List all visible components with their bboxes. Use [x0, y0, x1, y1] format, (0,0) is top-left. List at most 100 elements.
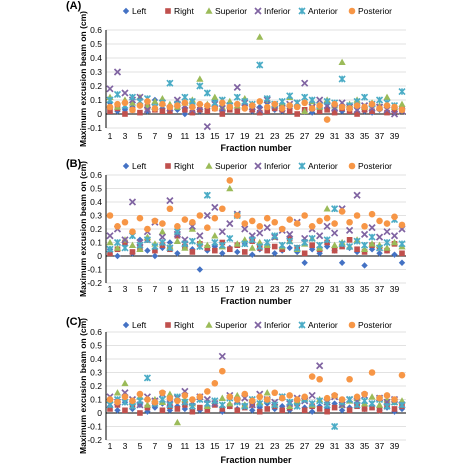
data-point: [114, 398, 121, 406]
legend-entry: Superior: [205, 6, 247, 16]
data-point: [219, 111, 226, 117]
data-point: [263, 389, 271, 396]
x-tick-label: 13: [195, 284, 205, 294]
data-point: [376, 217, 383, 225]
legend-entry: Anterior: [298, 320, 338, 330]
data-point: [368, 210, 376, 218]
data-point: [308, 399, 316, 408]
data-point: [248, 102, 256, 109]
data-point: [159, 108, 166, 114]
legend-marker: [348, 321, 356, 329]
data-point: [151, 105, 159, 112]
x-tick-label: 23: [270, 284, 280, 294]
data-point: [263, 95, 271, 103]
data-point: [219, 250, 226, 257]
data-point: [361, 390, 368, 398]
data-point: [316, 108, 323, 114]
y-tick-label: 0: [97, 251, 102, 261]
data-point: [128, 93, 137, 101]
data-point: [151, 252, 159, 260]
data-point: [129, 106, 136, 114]
panel-label: (B): [66, 158, 82, 170]
data-point: [181, 110, 189, 118]
data-point: [188, 97, 196, 105]
data-point: [166, 401, 174, 409]
data-point: [384, 109, 390, 116]
y-tick-label: -0.1: [87, 422, 102, 432]
data-point: [331, 229, 339, 237]
data-point: [301, 99, 308, 107]
x-tick-label: 33: [345, 131, 355, 141]
data-point: [360, 245, 369, 253]
y-tick-label: 0.6: [90, 25, 102, 35]
data-point: [324, 107, 330, 113]
data-point: [345, 226, 354, 234]
data-point: [353, 401, 361, 409]
y-axis-label: Maximum excusion beam on (cm): [78, 11, 88, 147]
data-point: [398, 240, 406, 248]
data-point: [368, 224, 376, 232]
data-point: [256, 229, 264, 237]
data-point: [383, 402, 391, 410]
data-point: [241, 220, 249, 227]
x-tick-label: 37: [375, 284, 385, 294]
data-point: [173, 237, 181, 244]
data-point: [211, 93, 219, 100]
data-point: [271, 401, 279, 409]
legend-entry: Superior: [205, 161, 247, 171]
data-point: [301, 238, 309, 247]
data-point: [144, 247, 151, 254]
data-point: [248, 236, 256, 244]
data-point: [263, 103, 271, 111]
data-point: [203, 211, 211, 220]
data-point: [308, 223, 316, 230]
x-tick-label: 23: [270, 131, 280, 141]
data-point: [316, 397, 324, 405]
data-point: [189, 109, 196, 116]
data-point: [114, 100, 121, 108]
x-tick-label: 39: [390, 131, 400, 141]
data-point: [369, 404, 375, 411]
x-tick-label: 31: [330, 284, 340, 294]
data-point: [293, 103, 301, 111]
series-superior: [106, 379, 406, 426]
data-point: [121, 379, 129, 387]
data-point: [181, 244, 189, 251]
data-point: [234, 248, 241, 256]
data-point: [113, 238, 122, 247]
data-point: [346, 218, 353, 226]
data-point: [398, 401, 406, 409]
data-point: [331, 392, 338, 399]
legend-label: Posterior: [358, 6, 392, 16]
x-tick-label: 13: [195, 441, 205, 451]
data-point: [360, 397, 369, 405]
legend-marker: [348, 162, 356, 170]
data-point: [391, 406, 398, 412]
data-point: [173, 418, 181, 426]
data-point: [174, 102, 181, 109]
x-tick-label: 11: [180, 131, 189, 141]
y-tick-label: 0.4: [90, 354, 102, 364]
data-point: [264, 108, 271, 114]
data-point: [151, 398, 159, 406]
data-point: [390, 232, 399, 240]
x-tick-label: 15: [210, 284, 220, 294]
data-point: [196, 393, 204, 401]
legend-label: Inferior: [264, 161, 291, 171]
data-point: [151, 97, 159, 105]
legend-marker: [254, 162, 262, 170]
legend-label: Left: [132, 161, 147, 171]
data-point: [263, 238, 271, 247]
data-point: [346, 237, 353, 243]
x-tick-label: 29: [315, 131, 325, 141]
data-point: [121, 99, 129, 107]
data-point: [271, 218, 279, 226]
legend-marker: [298, 162, 306, 170]
data-point: [114, 252, 121, 260]
data-point: [398, 88, 406, 96]
data-point: [106, 103, 114, 111]
data-point: [121, 236, 129, 244]
x-tick-label: 5: [138, 284, 143, 294]
data-point: [121, 244, 129, 252]
y-tick-label: 0.5: [90, 341, 102, 351]
